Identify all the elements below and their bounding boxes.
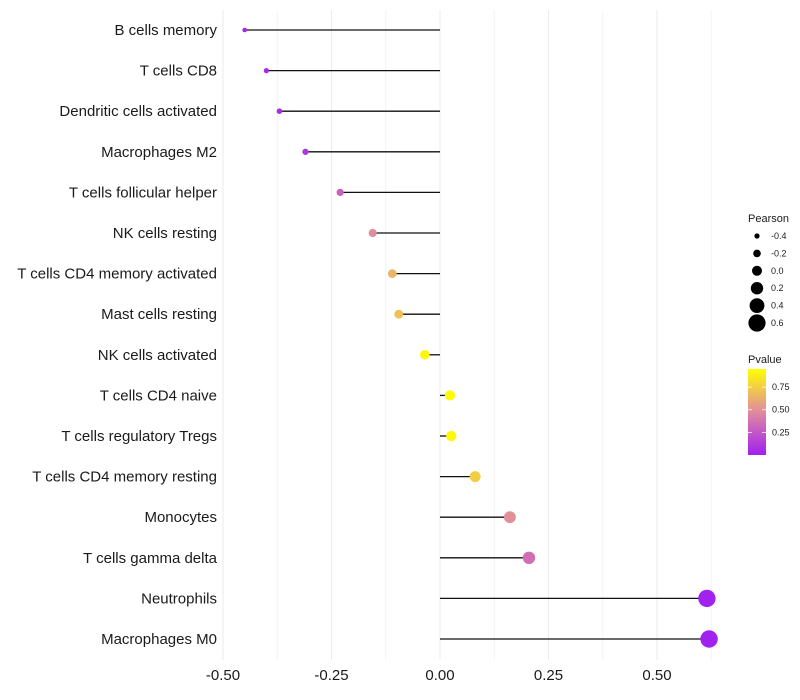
y-tick-label: T cells CD4 memory resting: [32, 469, 217, 486]
legend-size-label: -0.4: [771, 231, 787, 241]
y-tick-label: Mast cells resting: [101, 306, 217, 323]
y-tick-label: T cells CD4 memory activated: [17, 266, 217, 283]
lollipop-point: [522, 551, 536, 565]
lollipop-point: [387, 269, 397, 278]
legend-size-dot: [754, 233, 760, 239]
lollipop-stems: [244, 29, 710, 640]
y-tick-label: T cells CD4 naive: [100, 387, 217, 404]
colorbar-label: 0.25: [772, 427, 790, 437]
x-tick-label: 0.00: [425, 667, 454, 684]
y-tick-label: Macrophages M2: [101, 144, 217, 161]
lollipop-point: [242, 27, 247, 33]
lollipop-points: [242, 27, 718, 648]
y-axis-labels: B cells memory T cells CD8 Dendritic cells…: [17, 22, 217, 648]
colorbar-label: 0.75: [772, 382, 790, 392]
legend-size-dot: [749, 298, 765, 313]
lollipop-point: [263, 68, 269, 74]
y-tick-label: Neutrophils: [141, 590, 217, 607]
lollipop-point: [700, 630, 718, 648]
y-tick-label: T cells gamma delta: [83, 550, 218, 567]
lollipop-point: [446, 430, 457, 442]
legend-pvalue: Pvalue 0.25 0.50 0.75: [748, 354, 790, 455]
y-tick-label: Dendritic cells activated: [59, 103, 217, 120]
lollipop-point: [469, 471, 481, 483]
x-tick-label: 0.50: [642, 667, 671, 684]
lollipop-point: [336, 188, 344, 197]
x-tick-label: -0.25: [314, 667, 348, 684]
lollipop-point: [698, 589, 716, 608]
legend-pvalue-title: Pvalue: [748, 354, 782, 366]
pvalue-colorbar: [748, 369, 766, 455]
colorbar-label: 0.50: [772, 405, 790, 415]
y-tick-label: NK cells activated: [98, 347, 217, 364]
y-tick-label: T cells CD8: [140, 63, 217, 80]
legend-size-dot: [752, 265, 762, 276]
legend-size-label: 0.4: [771, 301, 784, 311]
x-tick-label: -0.50: [206, 667, 240, 684]
legend-size-dot: [750, 282, 764, 295]
legend-size-dot: [753, 249, 761, 258]
legend-pearson-title: Pearson: [748, 213, 789, 225]
lollipop-point: [302, 148, 309, 155]
lollipop-point: [444, 390, 456, 401]
lollipop-point: [420, 350, 430, 360]
y-tick-label: T cells follicular helper: [69, 184, 217, 201]
y-tick-label: Monocytes: [144, 509, 217, 526]
legend-size-label: -0.2: [771, 248, 787, 258]
legend-size-label: 0.0: [771, 266, 784, 276]
x-axis-ticks: -0.50 -0.25 0.00 0.25 0.50: [206, 667, 672, 684]
legend-pearson: Pearson -0.4 -0.2 0.0 0.2 0.4 0.6: [748, 213, 789, 332]
legend-size-label: 0.2: [771, 283, 784, 293]
lollipop-point: [276, 108, 283, 114]
lollipop-point: [503, 511, 516, 524]
y-tick-label: B cells memory: [114, 22, 217, 39]
lollipop-point: [368, 228, 377, 238]
y-tick-label: NK cells resting: [113, 225, 217, 242]
lollipop-point: [394, 309, 404, 319]
x-tick-label: 0.25: [534, 667, 563, 684]
legend-size-label: 0.6: [771, 318, 784, 328]
grid-lines: [222, 10, 712, 660]
legend-size-dot: [748, 314, 766, 332]
y-tick-label: T cells regulatory Tregs: [61, 428, 217, 445]
y-tick-label: Macrophages M0: [101, 631, 217, 648]
